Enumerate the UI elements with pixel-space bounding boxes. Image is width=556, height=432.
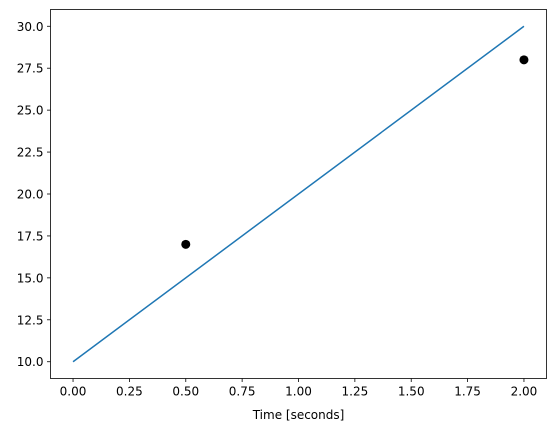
axes-frame	[50, 9, 547, 379]
x-axis-label: Time [seconds]	[252, 408, 345, 422]
y-tick-label: 27.5	[17, 62, 44, 76]
x-tick-label: 1.00	[285, 385, 312, 399]
y-tick-label: 15.0	[17, 271, 44, 285]
y-tick-label: 20.0	[17, 188, 44, 202]
y-tick-label: 17.5	[17, 229, 44, 243]
y-tick-label: 12.5	[17, 313, 44, 327]
x-tick-label: 1.50	[398, 385, 425, 399]
x-tick-label: 0.25	[116, 385, 143, 399]
x-tick-label: 0.75	[229, 385, 256, 399]
y-tick-label: 25.0	[17, 104, 44, 118]
x-tick-label: 0.00	[60, 385, 87, 399]
y-tick-label: 10.0	[17, 355, 44, 369]
scatter-point	[519, 55, 529, 65]
x-tick-label: 1.25	[342, 385, 369, 399]
x-tick-label: 1.75	[454, 385, 481, 399]
y-tick-label: 30.0	[17, 20, 44, 34]
y-tick-label: 22.5	[17, 146, 44, 160]
line-series	[72, 25, 525, 363]
scatter-point	[181, 239, 191, 249]
x-tick-label: 2.00	[511, 385, 538, 399]
x-tick-label: 0.50	[172, 385, 199, 399]
